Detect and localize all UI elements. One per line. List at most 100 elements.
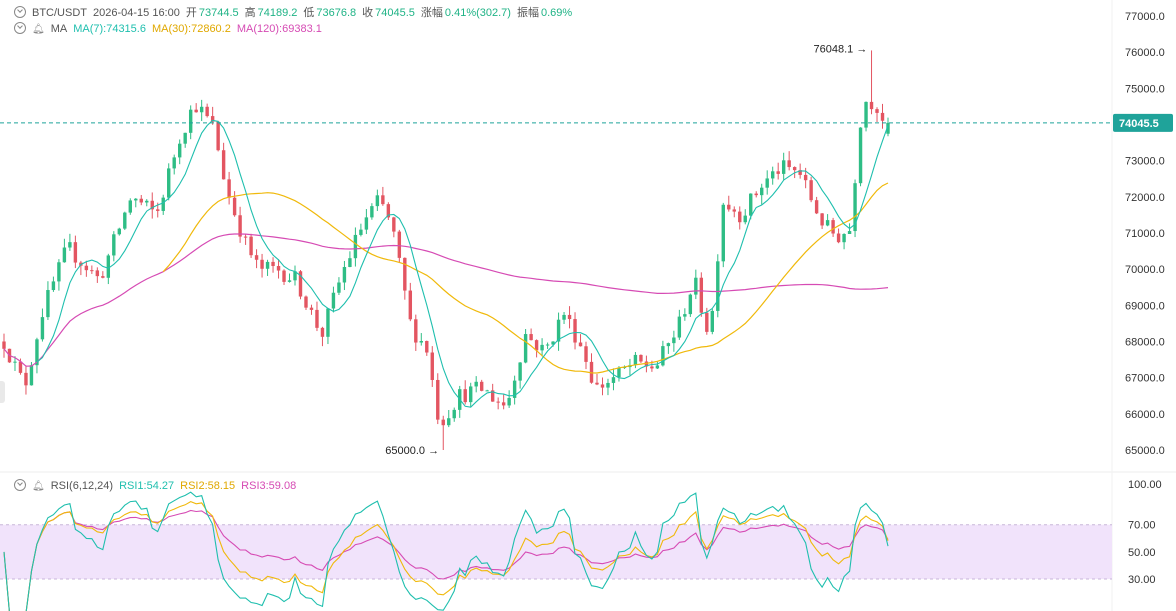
amplitude-label: 振幅 xyxy=(516,7,539,19)
candle-body xyxy=(414,319,418,343)
collapse-chevron-icon[interactable] xyxy=(14,479,26,491)
candle xyxy=(787,151,791,171)
high-annotation: 76048.1 → xyxy=(814,43,868,55)
low-value: 73676.8 xyxy=(316,7,357,19)
candle-body xyxy=(787,160,791,168)
candle xyxy=(326,308,330,345)
candle xyxy=(749,193,753,220)
candle xyxy=(496,397,500,410)
candle-body xyxy=(875,109,879,113)
candle xyxy=(188,105,193,140)
candle xyxy=(139,194,143,206)
candle-body xyxy=(551,341,555,345)
candle xyxy=(809,176,813,203)
price-tick-label: 68000.0 xyxy=(1125,337,1165,349)
candle xyxy=(309,304,314,315)
candle-body xyxy=(172,157,176,169)
candle-body xyxy=(227,179,231,198)
candle-body xyxy=(699,277,704,313)
ma30-line xyxy=(162,182,889,374)
candle-body xyxy=(776,171,780,174)
candle-body xyxy=(847,231,852,234)
candle xyxy=(287,273,292,283)
candle-body xyxy=(419,340,423,343)
side-collapse-handle[interactable] xyxy=(0,381,5,403)
candle-body xyxy=(474,381,478,387)
candle-body xyxy=(683,314,687,317)
candle-body xyxy=(304,296,308,308)
change-label: 涨幅 xyxy=(420,7,443,19)
candle xyxy=(485,389,489,392)
candle xyxy=(172,154,176,175)
candle xyxy=(57,259,61,291)
candle-body xyxy=(205,106,209,117)
candle xyxy=(370,203,374,220)
candle xyxy=(95,267,100,283)
candle xyxy=(732,206,736,218)
candle xyxy=(40,308,45,342)
candle xyxy=(194,103,198,113)
candle xyxy=(479,379,484,392)
candle-body xyxy=(617,367,621,378)
bell-icon[interactable]: 🔔︎ xyxy=(32,24,45,35)
candle-body xyxy=(490,390,495,402)
candle-body xyxy=(298,271,303,297)
candle xyxy=(869,50,874,115)
candle xyxy=(386,202,391,221)
rsi2-line xyxy=(3,500,889,611)
candle-body xyxy=(869,101,874,110)
low-label: 低 xyxy=(303,7,315,19)
candle-datetime: 2026-04-15 16:00 xyxy=(93,7,180,19)
candle-body xyxy=(40,317,45,340)
candle-body xyxy=(447,418,451,426)
rsi-tick-label: 50.00 xyxy=(1128,547,1156,559)
candle xyxy=(106,253,111,285)
candle-body xyxy=(106,255,111,278)
candle xyxy=(238,206,242,243)
low-annotation: 65000.0 → xyxy=(385,445,439,457)
candle xyxy=(150,192,154,219)
rsi1-line xyxy=(3,491,889,611)
candle-body xyxy=(765,178,769,188)
candle xyxy=(699,272,704,317)
candle xyxy=(348,251,352,268)
candle xyxy=(359,223,363,237)
candle xyxy=(254,249,259,269)
candle xyxy=(117,227,122,236)
candle-body xyxy=(210,116,215,122)
candle xyxy=(727,195,731,212)
candle-body xyxy=(507,397,511,406)
candle-body xyxy=(51,281,56,291)
price-tick-label: 76000.0 xyxy=(1125,47,1165,59)
candle xyxy=(836,228,841,244)
candle-body xyxy=(469,386,473,403)
rsi-band xyxy=(0,524,1112,579)
change-value: 0.41%(302.7) xyxy=(444,7,511,19)
candle xyxy=(765,170,769,195)
candle-body xyxy=(853,183,857,232)
candle xyxy=(683,308,687,321)
candle-body xyxy=(441,419,445,426)
candle-body xyxy=(738,211,742,223)
candle-body xyxy=(518,362,522,381)
candle xyxy=(123,211,127,231)
candle-body xyxy=(540,344,544,351)
collapse-chevron-icon[interactable] xyxy=(14,6,26,18)
candle-body xyxy=(249,236,253,256)
candle xyxy=(392,216,396,238)
rsi1-value: RSI1:54.27 xyxy=(119,480,175,492)
price-tick-label: 77000.0 xyxy=(1125,11,1165,23)
candle-body xyxy=(831,220,835,234)
candle xyxy=(84,260,89,277)
candle-body xyxy=(595,382,599,385)
candle-body xyxy=(644,361,649,367)
bell-icon[interactable]: 🔔︎ xyxy=(32,481,45,492)
candle-body xyxy=(880,112,885,121)
candle xyxy=(853,179,857,238)
candle-body xyxy=(392,217,396,232)
candle-body xyxy=(95,270,100,277)
candle-body xyxy=(84,265,89,271)
candle xyxy=(243,234,248,245)
collapse-chevron-icon[interactable] xyxy=(14,22,26,34)
